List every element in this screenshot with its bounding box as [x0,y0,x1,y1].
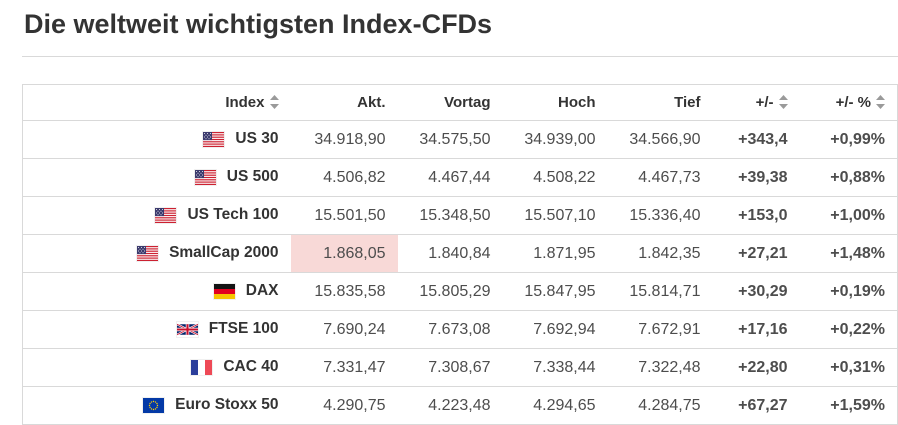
header-row: Index Akt. Vortag Hoch Tief +/- +/- % [22,84,898,121]
page-title: Die weltweit wichtigsten Index-CFDs [24,9,493,39]
eu-flag-icon [143,397,165,413]
akt-value: 4.506,82 [290,158,398,197]
us-flag-icon [155,207,177,223]
change-value: +30,29 [712,272,800,311]
column-header-hoch: Hoch [502,84,608,121]
column-label-index: Index [225,94,265,111]
table-row: DAX 15.835,58 15.805,29 15.847,95 15.814,71 +… [22,272,898,311]
column-header-tief: Tief [607,84,713,121]
table-row: FTSE 100 7.690,24 7.673,08 7.692,94 7.672,91… [22,310,898,349]
index-cell[interactable]: SmallCap 2000 [22,234,291,273]
tief-value: 7.672,91 [607,310,713,349]
column-header-akt: Akt. [290,84,398,121]
change-value: +22,80 [712,348,800,387]
index-name[interactable]: DAX [245,282,279,300]
column-header-index[interactable]: Index [22,84,291,121]
index-cfd-table: Index Akt. Vortag Hoch Tief +/- +/- % US 30 34.… [22,84,898,425]
table-body: US 30 34.918,90 34.575,50 34.939,00 34.566,9… [22,120,898,425]
change-pct-value: +0,88% [799,158,898,197]
column-label-change: +/- [755,94,774,111]
tief-value: 15.336,40 [607,196,713,235]
index-cell[interactable]: US Tech 100 [22,196,291,235]
change-pct-value: +0,22% [799,310,898,349]
column-header-vortag: Vortag [397,84,503,121]
index-name[interactable]: Euro Stoxx 50 [175,396,279,414]
akt-value: 15.835,58 [290,272,398,311]
table-header: Index Akt. Vortag Hoch Tief +/- +/- % [22,84,898,121]
table-row: US Tech 100 15.501,50 15.348,50 15.507,10 15… [22,196,898,235]
column-label-change-pct: +/- % [835,94,871,111]
column-label-tief: Tief [674,94,701,111]
us-flag-icon [203,131,225,147]
index-name[interactable]: FTSE 100 [208,320,279,338]
us-flag-icon [137,245,159,261]
change-value: +343,4 [712,120,800,159]
index-cell[interactable]: DAX [22,272,291,311]
sort-icon [778,95,788,109]
change-pct-value: +0,31% [799,348,898,387]
change-pct-value: +1,48% [799,234,898,273]
index-name[interactable]: US 30 [235,130,279,148]
vortag-value: 1.840,84 [397,234,503,273]
column-label-hoch: Hoch [558,94,596,111]
tief-value: 15.814,71 [607,272,713,311]
de-flag-icon [213,283,235,299]
index-cell[interactable]: FTSE 100 [22,310,291,349]
hoch-value: 4.508,22 [502,158,608,197]
index-cell[interactable]: CAC 40 [22,348,291,387]
akt-value: 34.918,90 [290,120,398,159]
column-label-vortag: Vortag [444,94,491,111]
title-divider [22,56,898,57]
tief-value: 4.467,73 [607,158,713,197]
table-row: US 500 4.506,82 4.467,44 4.508,22 4.467,73 +3… [22,158,898,197]
change-pct-value: +0,99% [799,120,898,159]
index-cell[interactable]: US 30 [22,120,291,159]
sort-icon [876,95,885,109]
column-header-change[interactable]: +/- [712,84,800,121]
vortag-value: 4.467,44 [397,158,503,197]
akt-value: 7.331,47 [290,348,398,387]
tief-value: 34.566,90 [607,120,713,159]
change-value: +17,16 [712,310,800,349]
column-header-change-pct[interactable]: +/- % [799,84,898,121]
index-name[interactable]: SmallCap 2000 [169,244,279,262]
tief-value: 7.322,48 [607,348,713,387]
hoch-value: 7.338,44 [502,348,608,387]
change-value: +27,21 [712,234,800,273]
akt-value: 1.868,05 [290,234,398,273]
change-value: +39,38 [712,158,800,197]
table-row: US 30 34.918,90 34.575,50 34.939,00 34.566,9… [22,120,898,159]
hoch-value: 34.939,00 [502,120,608,159]
hoch-value: 1.871,95 [502,234,608,273]
akt-value: 15.501,50 [290,196,398,235]
vortag-value: 7.673,08 [397,310,503,349]
hoch-value: 15.507,10 [502,196,608,235]
fr-flag-icon [191,359,213,375]
index-name[interactable]: US 500 [226,168,279,186]
vortag-value: 15.348,50 [397,196,503,235]
index-cell[interactable]: US 500 [22,158,291,197]
hoch-value: 15.847,95 [502,272,608,311]
hoch-value: 7.692,94 [502,310,608,349]
vortag-value: 7.308,67 [397,348,503,387]
tief-value: 1.842,35 [607,234,713,273]
table-row: SmallCap 2000 1.868,05 1.840,84 1.871,95 1.8… [22,234,898,273]
vortag-value: 34.575,50 [397,120,503,159]
index-name[interactable]: CAC 40 [223,358,279,376]
us-flag-icon [194,169,216,185]
gb-flag-icon [176,322,198,337]
index-name[interactable]: US Tech 100 [187,206,279,224]
column-label-akt: Akt. [357,94,386,111]
change-value: +153,0 [712,196,800,235]
table-row: CAC 40 7.331,47 7.308,67 7.338,44 7.322,48 +2… [22,348,898,387]
change-pct-value: +0,19% [799,272,898,311]
change-pct-value: +1,00% [799,196,898,235]
sort-icon [269,95,279,109]
akt-value: 7.690,24 [290,310,398,349]
vortag-value: 15.805,29 [397,272,503,311]
